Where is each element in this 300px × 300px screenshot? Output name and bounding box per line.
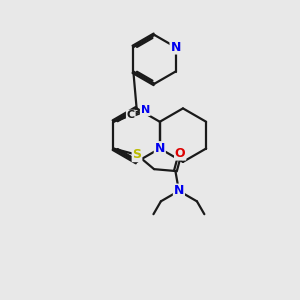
Text: N: N [141, 105, 150, 115]
Text: O: O [175, 147, 185, 160]
Text: S: S [133, 148, 142, 161]
Text: N: N [174, 184, 184, 197]
Text: C: C [127, 110, 135, 121]
Text: N: N [154, 142, 165, 155]
Text: N: N [170, 41, 181, 54]
